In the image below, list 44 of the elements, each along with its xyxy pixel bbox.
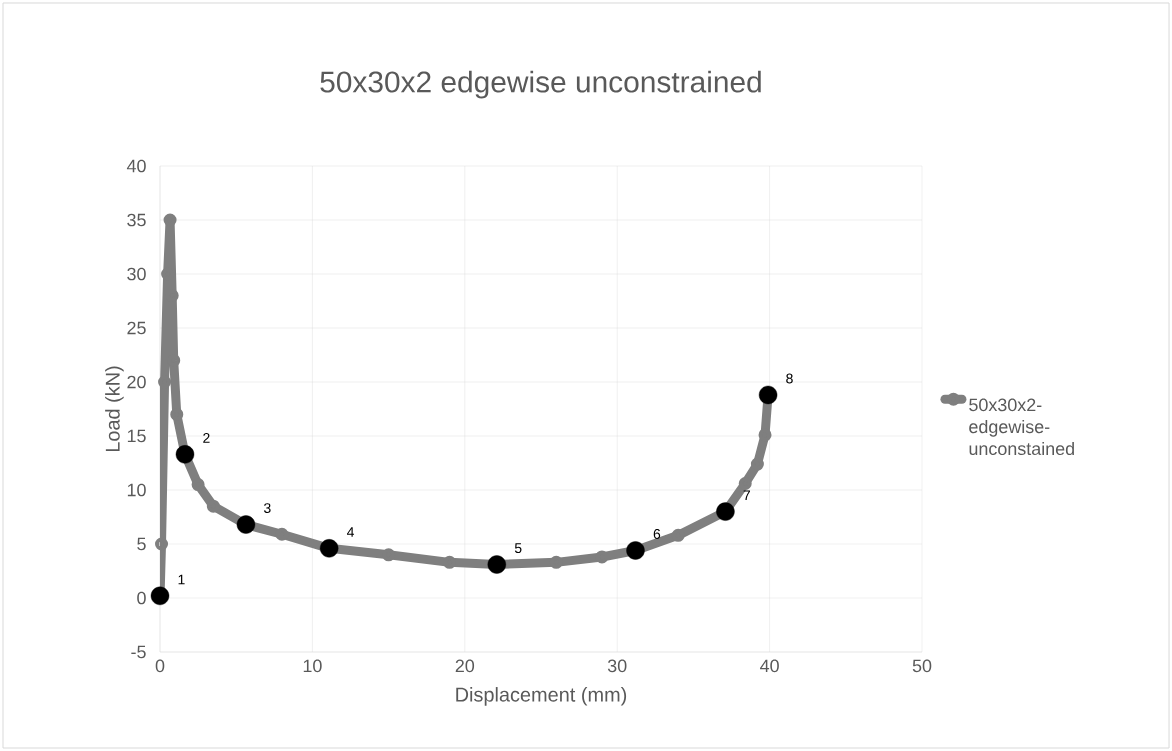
x-tick-label: 0: [155, 659, 165, 673]
annotation: 8: [786, 373, 793, 384]
x-tick-label: 10: [303, 659, 322, 673]
legend-label: 50x30x2-edgewise-unconstained: [969, 398, 1074, 456]
y-tick-label: 5: [137, 537, 146, 551]
point: [206, 499, 220, 513]
point: [758, 428, 772, 442]
x-tick-label: 20: [455, 659, 475, 673]
annotation: 7: [743, 490, 750, 501]
annotation: 6: [653, 529, 661, 539]
annotation: 3: [264, 503, 271, 514]
y-tick-label: 0: [137, 591, 146, 605]
point: [150, 586, 170, 606]
y-axis-title: Load (kN): [105, 366, 124, 452]
point: [549, 555, 563, 569]
point: [382, 548, 396, 562]
annotation: 2: [203, 433, 210, 443]
x-tick-label: 30: [607, 659, 627, 673]
point: [275, 527, 289, 541]
y-tick-label: 10: [127, 483, 146, 497]
y-tick-label: 30: [127, 267, 146, 281]
x-tick-label: 50: [912, 659, 932, 673]
x-tick-label: 40: [760, 659, 779, 673]
annotation: 5: [514, 543, 522, 553]
annotation: 4: [347, 527, 355, 537]
y-tick-label: 25: [127, 321, 146, 335]
point: [750, 457, 764, 471]
y-tick-label: 15: [127, 429, 146, 443]
annotation: 1: [178, 574, 185, 585]
point: [155, 537, 169, 551]
point: [158, 375, 172, 389]
x-axis-title: Displacement (mm): [456, 687, 627, 706]
point: [595, 550, 609, 564]
point: [738, 477, 752, 491]
y-tick-label: 40: [126, 159, 146, 173]
point: [163, 213, 177, 227]
point: [671, 528, 685, 542]
chart-title: 50x30x2 edgewise unconstrained: [320, 70, 761, 99]
y-tick-label: 20: [127, 375, 146, 389]
point: [170, 407, 184, 421]
point: [191, 478, 205, 492]
y-tick-label: -5: [131, 645, 146, 659]
point: [443, 555, 457, 569]
y-tick-label: 35: [127, 213, 146, 227]
